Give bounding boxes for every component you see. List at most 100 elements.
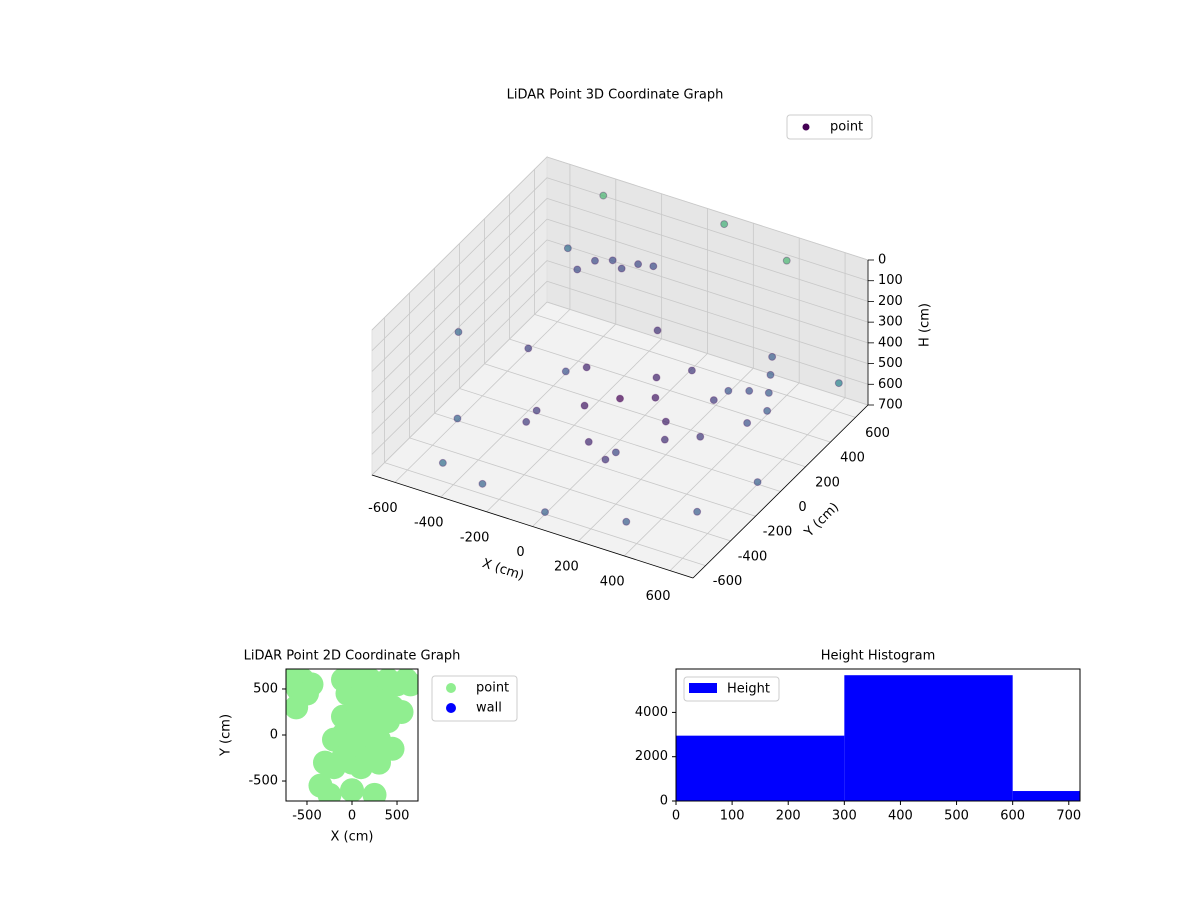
- x-tick-label: 100: [720, 809, 745, 824]
- legend-label: point: [476, 681, 509, 696]
- point: [763, 406, 772, 415]
- point: [634, 260, 643, 269]
- x-axis-label: X (cm): [480, 556, 526, 584]
- point: [522, 417, 531, 426]
- z-tick-label: 500: [878, 356, 903, 371]
- grid-line: [371, 218, 548, 393]
- x-tick-label: 400: [888, 809, 913, 824]
- legend-marker: [802, 123, 810, 131]
- x-tick-label: 700: [1056, 809, 1081, 824]
- grid-line: [546, 239, 869, 344]
- x-tick-label: 600: [1000, 809, 1025, 824]
- point: [286, 695, 309, 720]
- y-tick-label: 0: [270, 728, 278, 743]
- point: [478, 479, 487, 488]
- y-tick-label: 0: [798, 500, 806, 515]
- point: [582, 363, 591, 372]
- grid-line: [371, 156, 548, 331]
- point: [768, 352, 777, 361]
- point: [599, 191, 608, 200]
- point: [652, 373, 661, 382]
- axes-frame: [675, 668, 1081, 802]
- point: [622, 517, 631, 526]
- y-tick-label: -600: [713, 574, 743, 589]
- legend-box: [431, 675, 518, 722]
- point: [766, 370, 775, 379]
- bar: [844, 675, 1013, 801]
- y-tick-label: -500: [248, 774, 278, 789]
- point: [653, 326, 662, 335]
- grid-line: [371, 301, 548, 476]
- z-tick-label: 200: [878, 294, 903, 309]
- point: [608, 256, 617, 265]
- point: [532, 406, 541, 415]
- grid-line: [546, 156, 869, 261]
- legend-marker: [446, 683, 456, 693]
- grid-line: [546, 301, 869, 406]
- x-tick-label: 200: [776, 809, 801, 824]
- point: [317, 782, 342, 801]
- x-tick-label: 0: [516, 545, 524, 560]
- point: [743, 419, 752, 427]
- legend-label: point: [830, 120, 863, 135]
- z-tick-label: 300: [878, 315, 903, 330]
- legend-box: [786, 114, 873, 140]
- chart-title: LiDAR Point 3D Coordinate Graph: [507, 88, 724, 103]
- z-tick-label: 700: [878, 398, 903, 413]
- point: [561, 367, 570, 376]
- point: [453, 414, 462, 423]
- grid-line: [371, 198, 548, 372]
- z-tick-label: 400: [878, 335, 903, 350]
- chart-title: LiDAR Point 2D Coordinate Graph: [244, 649, 461, 664]
- points: [286, 669, 418, 801]
- axis-line: [692, 404, 869, 579]
- y-tick-label: -400: [738, 549, 768, 564]
- y-tick-label: 4000: [635, 705, 668, 720]
- y-tick-label: 0: [660, 794, 668, 809]
- y-tick-label: 500: [253, 681, 278, 696]
- grid-line: [546, 198, 869, 302]
- grid-line: [409, 437, 731, 542]
- x-tick-label: 500: [944, 809, 969, 824]
- point: [601, 455, 610, 464]
- point: [617, 264, 626, 273]
- axis-line: [371, 474, 694, 579]
- point: [693, 507, 702, 516]
- point: [745, 386, 754, 395]
- point: [651, 393, 660, 402]
- legend-marker: [689, 683, 717, 693]
- grid-line: [371, 239, 548, 414]
- point: [834, 379, 843, 388]
- grid-line: [371, 177, 548, 351]
- x-tick-label: -400: [414, 516, 444, 531]
- y-tick-label: -200: [763, 525, 793, 540]
- point: [454, 328, 463, 337]
- legend-label: Height: [727, 682, 770, 697]
- chart-title: Height Histogram: [821, 649, 936, 664]
- grid-line: [459, 388, 781, 492]
- z-tick-label: 100: [878, 273, 903, 288]
- grid-line: [509, 338, 831, 443]
- point: [563, 244, 572, 253]
- grid-line: [371, 281, 548, 455]
- y-axis-label: Y (cm): [801, 500, 842, 541]
- x-tick-label: -600: [368, 501, 398, 516]
- x-tick-label: 600: [646, 589, 671, 604]
- x-tick-label: 0: [348, 809, 356, 824]
- x-tick-label: 500: [385, 809, 410, 824]
- point: [687, 366, 696, 375]
- point: [524, 344, 533, 353]
- point: [720, 220, 729, 229]
- grid-line: [546, 280, 869, 385]
- y-tick-label: 2000: [635, 749, 668, 764]
- point: [584, 437, 593, 446]
- point: [660, 435, 669, 444]
- y-tick-label: 400: [840, 451, 865, 466]
- point: [380, 736, 405, 761]
- point: [616, 394, 624, 403]
- x-tick-label: 0: [672, 809, 680, 824]
- point: [362, 782, 387, 801]
- point: [580, 401, 589, 410]
